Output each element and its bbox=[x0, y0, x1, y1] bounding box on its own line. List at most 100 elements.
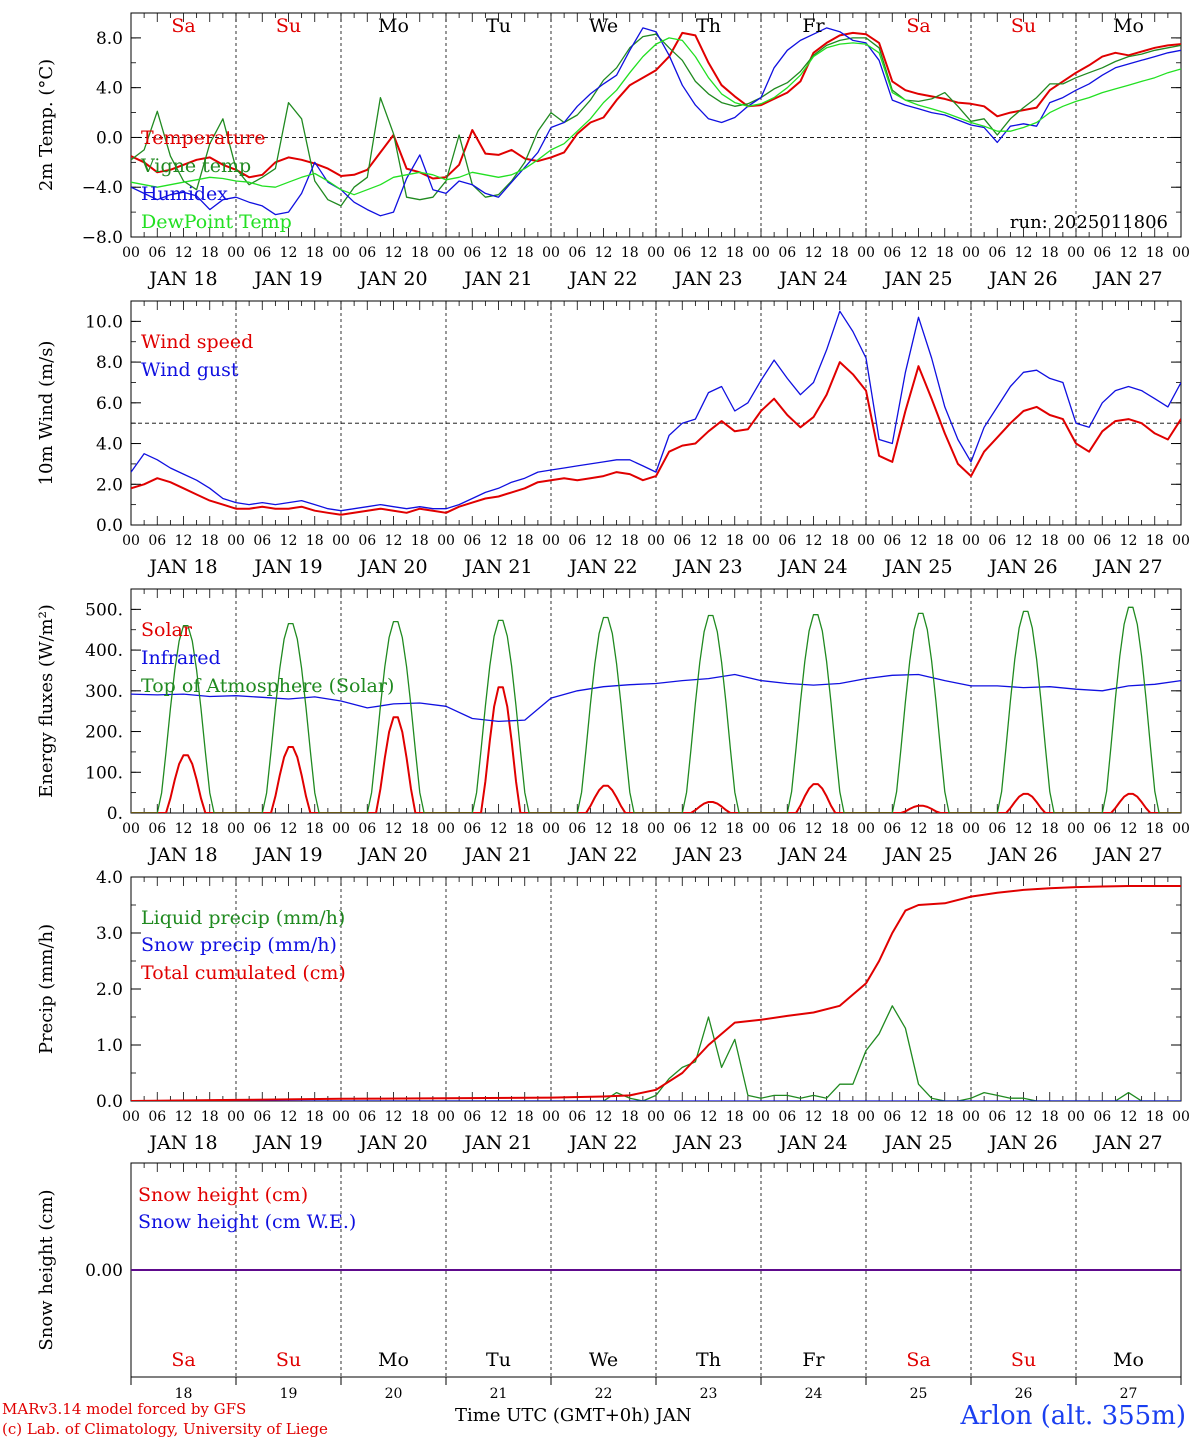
date-label: JAN 18 bbox=[147, 1132, 217, 1154]
day-number-label: 23 bbox=[700, 1386, 718, 1402]
date-label: JAN 23 bbox=[672, 556, 742, 578]
date-label: JAN 26 bbox=[987, 268, 1057, 290]
hour-tick-label: 00 bbox=[1067, 533, 1085, 549]
hour-tick-label: 06 bbox=[568, 821, 586, 837]
hour-tick-label: 06 bbox=[463, 533, 481, 549]
hour-tick-label: 18 bbox=[621, 533, 639, 549]
legend-entry: Humidex bbox=[141, 183, 228, 205]
hour-tick-label: 00 bbox=[332, 821, 350, 837]
hour-tick-label: 00 bbox=[332, 245, 350, 261]
hour-tick-label: 00 bbox=[122, 821, 140, 837]
date-label: JAN 26 bbox=[987, 1132, 1057, 1154]
hour-tick-label: 06 bbox=[148, 245, 166, 261]
date-label: JAN 21 bbox=[462, 1132, 532, 1154]
weekday-label: Su bbox=[1011, 1349, 1036, 1371]
hour-tick-label: 12 bbox=[595, 821, 613, 837]
weekday-label: Th bbox=[696, 1349, 721, 1371]
hour-tick-label: 00 bbox=[647, 533, 665, 549]
series-line-wind-speed bbox=[131, 361, 1181, 516]
hour-tick-label: 12 bbox=[1120, 1109, 1138, 1125]
hour-tick-label: 12 bbox=[490, 1109, 508, 1125]
y-tick-label: 0.0 bbox=[96, 516, 123, 536]
y-tick-label: 4.0 bbox=[96, 79, 123, 99]
hour-tick-label: 12 bbox=[910, 533, 928, 549]
date-label: JAN 27 bbox=[1092, 844, 1162, 866]
y-tick-label: 10.0 bbox=[85, 312, 123, 332]
hour-tick-label: 06 bbox=[673, 245, 691, 261]
hour-tick-label: 06 bbox=[778, 245, 796, 261]
hour-tick-label: 00 bbox=[542, 1109, 560, 1125]
hour-tick-label: 06 bbox=[463, 821, 481, 837]
hour-tick-label: 18 bbox=[831, 245, 849, 261]
hour-tick-label: 06 bbox=[778, 533, 796, 549]
day-number-label: 22 bbox=[595, 1386, 613, 1402]
hour-tick-label: 12 bbox=[1015, 533, 1033, 549]
legend-entry: Vigne temp bbox=[140, 155, 251, 177]
date-label: JAN 25 bbox=[882, 844, 952, 866]
hour-tick-label: 06 bbox=[148, 1109, 166, 1125]
hour-tick-label: 00 bbox=[437, 533, 455, 549]
hour-tick-label: 12 bbox=[385, 245, 403, 261]
hour-tick-label: 18 bbox=[726, 1109, 744, 1125]
hour-tick-label: 12 bbox=[280, 1109, 298, 1125]
hour-tick-label: 18 bbox=[201, 1109, 219, 1125]
hour-tick-label: 06 bbox=[673, 821, 691, 837]
hour-tick-label: 00 bbox=[437, 1109, 455, 1125]
hour-tick-label: 00 bbox=[1067, 821, 1085, 837]
hour-tick-label: 12 bbox=[910, 245, 928, 261]
hour-tick-label: 00 bbox=[962, 1109, 980, 1125]
hour-tick-label: 06 bbox=[988, 245, 1006, 261]
series-group bbox=[131, 606, 1181, 813]
hour-tick-label: 06 bbox=[358, 1109, 376, 1125]
weekday-label: Mo bbox=[378, 1349, 409, 1371]
hour-tick-label: 00 bbox=[1067, 245, 1085, 261]
y-tick-label: 500. bbox=[85, 600, 123, 620]
day-number-label: 24 bbox=[805, 1386, 823, 1402]
hour-tick-label: 12 bbox=[490, 533, 508, 549]
hour-tick-label: 18 bbox=[411, 821, 429, 837]
y-tick-label: 8.0 bbox=[96, 353, 123, 373]
model-credit: MARv3.14 model forced by GFS bbox=[2, 1400, 247, 1418]
hour-tick-label: 06 bbox=[988, 821, 1006, 837]
hour-tick-label: 18 bbox=[831, 533, 849, 549]
date-label: JAN 25 bbox=[882, 1132, 952, 1154]
hour-tick-label: 18 bbox=[1041, 821, 1059, 837]
panel-3: 0. 100. 200. 300. 400. 500. Energy fluxes (W/m… bbox=[36, 588, 1190, 866]
hour-tick-label: 06 bbox=[358, 533, 376, 549]
day-number-label: 25 bbox=[910, 1386, 928, 1402]
hour-tick-label: 12 bbox=[1120, 533, 1138, 549]
date-label: JAN 23 bbox=[672, 268, 742, 290]
series-line-liquid-precip-mm-h- bbox=[131, 1005, 1181, 1101]
series-line-total-cumulated-cm- bbox=[131, 885, 1181, 1101]
y-tick-label: −8.0 bbox=[82, 228, 123, 248]
y-tick-label: 400. bbox=[85, 641, 123, 661]
y-tick-label: 8.0 bbox=[96, 29, 123, 49]
hour-tick-label: 12 bbox=[700, 821, 718, 837]
hour-tick-label: 06 bbox=[673, 533, 691, 549]
date-label: JAN 20 bbox=[357, 1132, 427, 1154]
legend-entry: Snow precip (mm/h) bbox=[141, 934, 337, 956]
day-number-label: 21 bbox=[490, 1386, 508, 1402]
hour-tick-label: 00 bbox=[122, 245, 140, 261]
hour-tick-label: 18 bbox=[936, 533, 954, 549]
hour-tick-label: 06 bbox=[358, 245, 376, 261]
panel-frame bbox=[130, 300, 1182, 526]
hour-tick-label: 12 bbox=[175, 533, 193, 549]
weekday-label: Sa bbox=[171, 1349, 195, 1371]
hour-tick-label: 00 bbox=[857, 821, 875, 837]
hour-tick-label: 06 bbox=[883, 1109, 901, 1125]
hour-tick-label: 00 bbox=[1172, 245, 1190, 261]
hour-tick-label: 00 bbox=[332, 533, 350, 549]
weekday-label: Sa bbox=[906, 1349, 930, 1371]
date-label: JAN 27 bbox=[1092, 1132, 1162, 1154]
legend-entry: Liquid precip (mm/h) bbox=[141, 907, 345, 929]
hour-tick-label: 06 bbox=[568, 245, 586, 261]
date-label: JAN 21 bbox=[462, 556, 532, 578]
y-tick-label: −4.0 bbox=[82, 178, 123, 198]
hour-tick-label: 06 bbox=[988, 1109, 1006, 1125]
hour-tick-label: 12 bbox=[175, 1109, 193, 1125]
y-tick-label: 300. bbox=[85, 682, 123, 702]
hour-tick-label: 18 bbox=[201, 533, 219, 549]
hour-tick-label: 12 bbox=[1120, 245, 1138, 261]
hour-tick-label: 12 bbox=[280, 821, 298, 837]
